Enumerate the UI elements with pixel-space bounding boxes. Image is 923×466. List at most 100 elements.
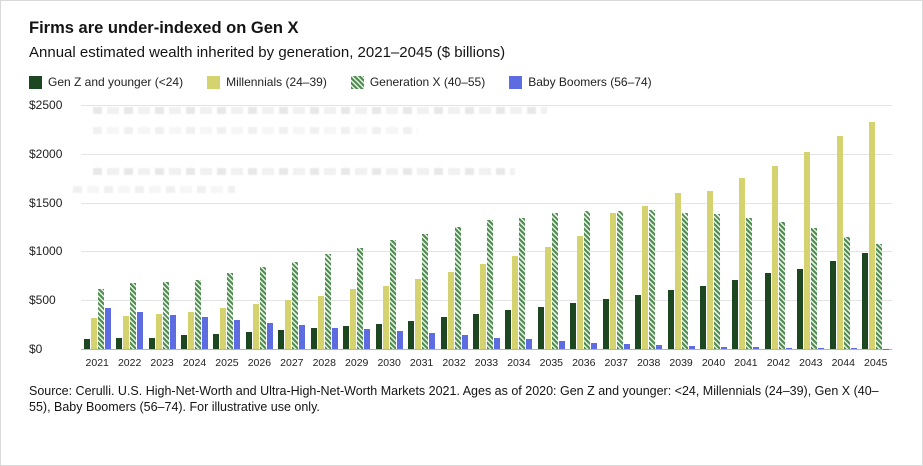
- bar: [137, 311, 144, 349]
- x-tick-label: 2037: [604, 357, 628, 369]
- bar-group: [503, 105, 535, 349]
- bar: [278, 329, 285, 349]
- x-tick-label: 2032: [442, 357, 466, 369]
- x-tick-label: 2035: [539, 357, 564, 369]
- legend-label: Millennials (24–39): [226, 75, 327, 89]
- gridline: [81, 251, 892, 253]
- bar: [551, 213, 558, 349]
- bar: [526, 339, 533, 349]
- legend-label: Gen Z and younger (<24): [48, 75, 184, 89]
- x-tick-label: 2045: [864, 357, 888, 369]
- bar: [505, 310, 512, 349]
- bar: [753, 347, 760, 349]
- bar: [364, 328, 371, 349]
- bar: [155, 314, 162, 349]
- x-tick-label: 2041: [734, 357, 758, 369]
- x-tick-label: 2029: [345, 357, 369, 369]
- bar-group: [113, 105, 145, 349]
- bar: [829, 261, 836, 349]
- gridline: [81, 300, 892, 302]
- bar: [266, 323, 273, 349]
- y-tick-label: $0: [29, 342, 43, 356]
- legend-item: Generation X (40–55): [350, 75, 486, 89]
- bar: [623, 344, 630, 349]
- gridline: [81, 153, 892, 155]
- bar-group: [405, 105, 437, 349]
- y-axis-labels: $0 $500 $1000 $1500 $2000 $2500: [29, 98, 79, 356]
- bar-group: [535, 105, 567, 349]
- x-tick-label: 2043: [799, 357, 823, 369]
- bar: [544, 246, 551, 349]
- bar: [714, 214, 721, 349]
- bar: [123, 315, 130, 349]
- y-tick-label: $1500: [29, 195, 63, 210]
- bar-group: [632, 105, 664, 349]
- x-tick-label: 2036: [572, 357, 596, 369]
- bar: [732, 280, 739, 349]
- y-tick-label: $1000: [29, 244, 63, 259]
- legend: Gen Z and younger (<24) Millennials (24–3…: [29, 75, 894, 89]
- bar: [635, 295, 642, 349]
- bar: [357, 247, 364, 349]
- bar: [479, 264, 486, 349]
- bar: [440, 316, 447, 349]
- bar: [292, 262, 299, 349]
- bar-group: [860, 105, 892, 349]
- bar: [688, 346, 695, 349]
- bar: [591, 343, 598, 349]
- x-tick-label: 2034: [507, 357, 531, 369]
- bar: [519, 218, 526, 349]
- bar-group: [81, 105, 113, 349]
- bar: [642, 205, 649, 349]
- bar: [616, 211, 623, 349]
- bar: [818, 347, 825, 349]
- x-tick-label: 2027: [280, 357, 304, 369]
- x-tick-label: 2040: [701, 357, 726, 369]
- x-tick-label: 2033: [474, 357, 499, 369]
- bar-group: [665, 105, 697, 349]
- bar: [162, 281, 169, 349]
- bar: [447, 271, 454, 349]
- bar: [422, 233, 429, 349]
- bar: [259, 266, 266, 349]
- x-tick-label: 2026: [247, 357, 272, 369]
- bar-group: [762, 105, 794, 349]
- bar-group: [827, 105, 859, 349]
- bar: [97, 288, 104, 349]
- bar: [396, 330, 403, 349]
- legend-label: Generation X (40–55): [369, 75, 486, 89]
- bar: [116, 338, 123, 349]
- bar: [220, 308, 227, 349]
- legend-label: Baby Boomers (56–74): [528, 75, 652, 89]
- x-tick-label: 2044: [831, 357, 855, 369]
- x-tick-label: 2028: [312, 357, 336, 369]
- bar: [317, 295, 324, 349]
- bar: [602, 299, 609, 349]
- legend-item: Millennials (24–39): [207, 75, 327, 89]
- bar: [674, 192, 681, 349]
- bar: [389, 239, 396, 349]
- bar: [811, 227, 818, 349]
- bar: [584, 211, 591, 349]
- bar: [797, 268, 804, 349]
- bar: [331, 327, 338, 349]
- bar: [148, 337, 155, 349]
- bar: [649, 210, 656, 349]
- bar: [771, 165, 778, 349]
- bar: [537, 307, 544, 349]
- bar: [234, 319, 241, 349]
- bar: [90, 317, 97, 349]
- x-tick-label: 2024: [182, 357, 207, 369]
- bar-group: [211, 105, 243, 349]
- bar: [570, 303, 577, 349]
- x-axis: 2021 2022 2023 2024 2025 2026 2027 2028 2029 2030…: [81, 357, 892, 373]
- legend-item: Baby Boomers (56–74): [509, 75, 652, 89]
- source-note: Source: Cerulli. U.S. High-Net-Worth and…: [29, 384, 879, 415]
- bar: [843, 236, 850, 349]
- bar: [486, 219, 493, 349]
- bar: [461, 335, 468, 349]
- bar-group: [730, 105, 762, 349]
- bar: [609, 213, 616, 349]
- bar: [415, 278, 422, 349]
- bar: [408, 320, 415, 349]
